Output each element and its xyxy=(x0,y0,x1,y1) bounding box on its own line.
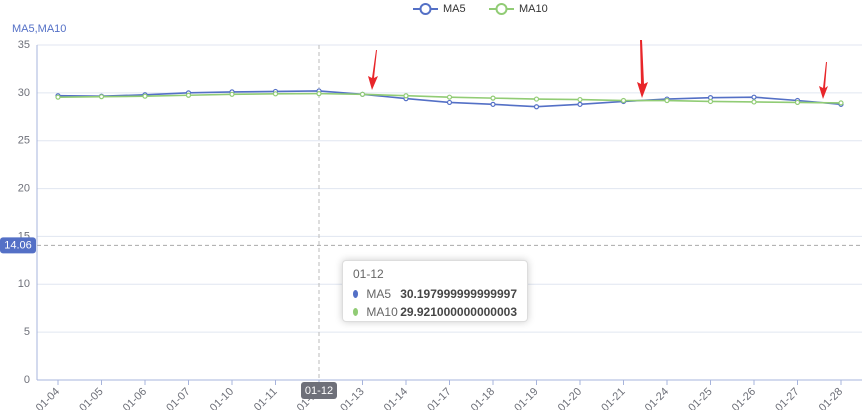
x-tick-label: 01-11 xyxy=(252,386,280,410)
x-tick-label: 01-06 xyxy=(121,386,149,410)
x-tick-label: 01-27 xyxy=(773,386,801,410)
crosshair-x-label-bg xyxy=(301,382,337,399)
legend-icon xyxy=(495,3,508,15)
point xyxy=(751,99,757,105)
x-tick-label: 01-19 xyxy=(512,386,540,410)
point xyxy=(577,101,583,107)
y-tick-label: 20 xyxy=(18,182,30,194)
tooltip-name: MA10 xyxy=(366,305,398,319)
y-tick-label: 10 xyxy=(18,278,30,290)
x-tick-label: 01-18 xyxy=(469,386,497,410)
point xyxy=(707,98,714,105)
point xyxy=(316,91,322,97)
x-tick-label: 01-14 xyxy=(382,386,410,410)
x-tick-label: 01-20 xyxy=(556,386,584,410)
point xyxy=(98,94,105,100)
y-tick-label: 25 xyxy=(18,135,30,147)
point xyxy=(446,94,453,100)
tooltip-value: 30.197999999999997 xyxy=(400,287,517,301)
point xyxy=(751,94,757,100)
point xyxy=(664,97,670,104)
y-axis-label: MA5,MA10 xyxy=(12,23,66,35)
x-tick-label: 01-10 xyxy=(208,386,236,410)
point xyxy=(533,104,540,110)
tooltip-title: 01-12 xyxy=(353,267,384,281)
legend-label: MA5 xyxy=(443,3,466,15)
x-tick-label: 01-17 xyxy=(425,386,453,410)
arrow xyxy=(637,40,648,98)
point xyxy=(490,101,496,107)
y-tick-label: 5 xyxy=(24,326,30,338)
tooltip-value: 29.921000000000003 xyxy=(400,305,517,319)
x-tick-label: 01-28 xyxy=(817,386,845,410)
point xyxy=(403,93,409,99)
legend-label: MA10 xyxy=(519,3,548,15)
x-tick-label: 01-26 xyxy=(730,386,758,410)
x-tick-label: 01-07 xyxy=(164,386,192,410)
crosshair-y-label-bg xyxy=(0,237,36,254)
annotation-arrows xyxy=(368,40,828,99)
x-tick-label: 01-21 xyxy=(599,386,627,410)
point xyxy=(55,94,61,100)
point xyxy=(272,91,279,97)
point xyxy=(185,92,192,98)
point xyxy=(533,96,540,102)
y-tick-label: 30 xyxy=(18,87,30,99)
point xyxy=(838,100,844,106)
y-tick-label: 35 xyxy=(18,39,30,51)
point xyxy=(446,99,453,106)
x-tick-label: 01-25 xyxy=(686,386,714,410)
tooltip: 01-12 MA5 30.197999999999997 MA10 29.92100… xyxy=(342,260,528,322)
x-tick-label: 01-05 xyxy=(77,386,105,410)
point xyxy=(142,93,148,99)
arrow xyxy=(368,50,378,90)
point xyxy=(229,91,235,97)
point xyxy=(490,95,496,101)
point xyxy=(577,96,583,103)
x-tick-label: 01-13 xyxy=(338,386,366,410)
x-tick-label: 01-24 xyxy=(643,386,671,410)
x-tick-label: 01-04 xyxy=(34,386,62,410)
point xyxy=(359,91,366,97)
crosshair-x-label: 01-12 xyxy=(305,385,333,397)
tooltip-name: MA5 xyxy=(366,287,392,301)
arrow xyxy=(819,62,828,99)
point xyxy=(794,99,801,106)
crosshair-y-label: 14.06 xyxy=(4,239,32,251)
point xyxy=(620,97,627,104)
y-tick-label: 0 xyxy=(24,374,30,386)
legend-icon xyxy=(419,3,432,15)
